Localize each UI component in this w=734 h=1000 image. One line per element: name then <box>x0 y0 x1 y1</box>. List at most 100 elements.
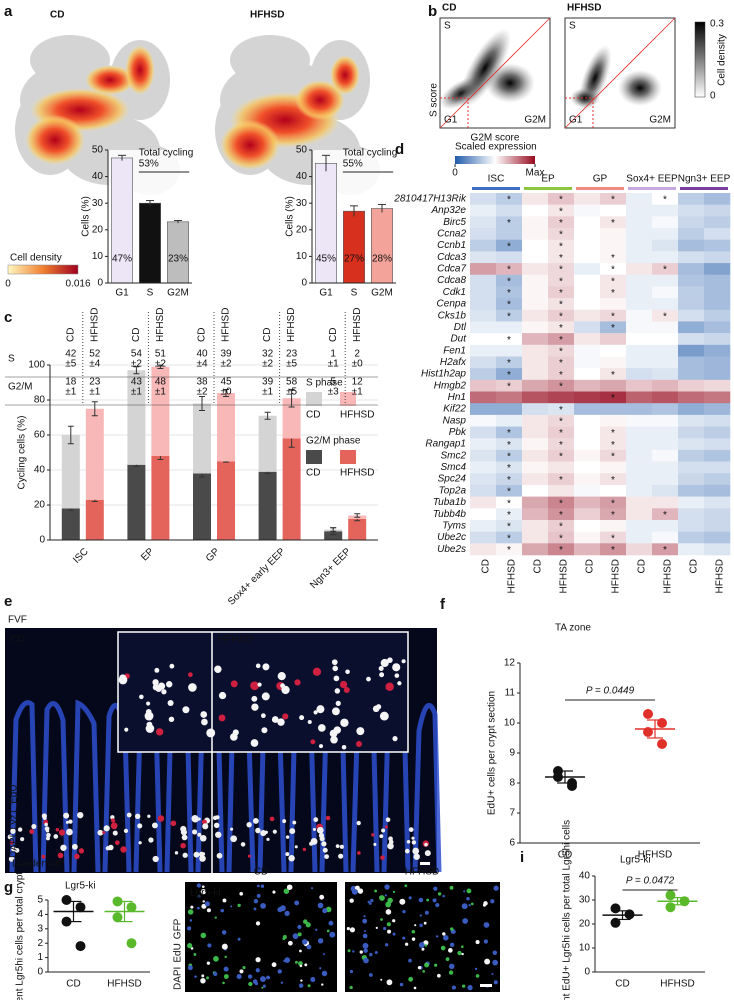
cell <box>374 889 378 893</box>
y-tick-label: 10 <box>579 943 591 954</box>
heat-cell <box>470 414 497 427</box>
cell <box>380 978 383 981</box>
cell <box>310 977 316 983</box>
column-label: HFHSD <box>507 559 518 593</box>
heat-cell <box>574 333 601 346</box>
cell <box>222 898 227 903</box>
cell <box>292 933 299 940</box>
cell <box>307 984 311 988</box>
cell <box>284 910 290 917</box>
row-label: Cdk1 <box>443 287 466 298</box>
corner-label: G1 <box>444 115 458 126</box>
cell <box>190 905 194 909</box>
cell <box>157 682 166 690</box>
cell <box>387 897 393 904</box>
y-tick-label: 1 <box>37 952 43 963</box>
star: * <box>559 241 563 252</box>
p-value: P = 0.0472 <box>626 876 675 887</box>
cell <box>379 672 385 678</box>
heat-cell <box>600 414 627 427</box>
heat-cell <box>522 391 549 404</box>
cell <box>187 965 193 971</box>
heat-cell <box>704 461 731 474</box>
heat-cell <box>496 216 523 229</box>
cell <box>383 926 387 931</box>
heat-cell <box>522 414 549 427</box>
star: * <box>507 241 511 252</box>
point <box>112 912 123 923</box>
heat-cell <box>626 204 653 217</box>
cell <box>380 918 383 921</box>
cell <box>145 724 155 733</box>
cell <box>216 832 222 838</box>
bar-segment <box>85 408 104 500</box>
heat-cell <box>522 204 549 217</box>
star: * <box>559 218 563 229</box>
heat-cell <box>548 263 575 276</box>
heat-cell <box>704 321 731 334</box>
heat-cell <box>626 274 653 287</box>
cell <box>433 886 438 891</box>
cell <box>289 828 296 835</box>
y-tick-label: 100 <box>28 360 45 371</box>
cell <box>332 665 339 672</box>
cell <box>325 906 332 913</box>
star: * <box>507 381 511 392</box>
star: * <box>611 428 615 439</box>
cell <box>134 813 141 820</box>
cell <box>212 815 218 821</box>
cell <box>442 894 445 898</box>
cell <box>206 728 216 738</box>
cell <box>240 842 246 847</box>
heat-cell <box>574 484 601 497</box>
star: * <box>507 475 511 486</box>
cell <box>379 711 389 721</box>
cell <box>152 855 159 863</box>
heat-cell <box>626 461 653 474</box>
cell <box>411 836 415 840</box>
star: * <box>559 206 563 217</box>
y-axis-label: Percent EdU+ Lgr5hi cells per total Lgr5… <box>562 820 573 1000</box>
cell <box>223 974 229 979</box>
table-cell: 12 <box>352 377 364 388</box>
star: * <box>559 276 563 287</box>
cell <box>180 842 186 849</box>
heat-cell <box>522 449 549 462</box>
table-column: CD <box>131 328 142 342</box>
heat-cell <box>548 484 575 497</box>
heat-cell <box>496 461 523 474</box>
table-cell: 48 <box>155 377 167 388</box>
density-blob <box>459 28 511 108</box>
cell <box>297 924 302 930</box>
cell <box>423 921 427 925</box>
heat-cell <box>574 193 601 205</box>
heat-cell <box>678 286 705 299</box>
heat-cell <box>626 426 653 439</box>
cell <box>282 934 287 940</box>
row-label: Hist1h2ap <box>421 369 466 380</box>
heat-cell <box>496 356 523 369</box>
heat-cell <box>652 216 679 229</box>
cell <box>112 830 118 836</box>
row-label: Anp32e <box>431 205 467 216</box>
heat-cell <box>704 496 731 509</box>
cell <box>294 960 298 964</box>
density-title: HFHSD <box>567 3 601 14</box>
heat-cell <box>496 484 523 497</box>
cell <box>213 822 220 829</box>
row-label: Cenpa <box>437 299 467 310</box>
star: * <box>611 253 615 264</box>
heat-cell <box>600 356 627 369</box>
cell <box>363 957 369 964</box>
table-cell: 23 <box>89 377 101 388</box>
heat-cell <box>574 204 601 217</box>
cell <box>197 832 202 837</box>
heat-cell <box>626 298 653 311</box>
x-tick-label: GP <box>204 546 222 564</box>
cell <box>277 969 282 974</box>
row-label: Cdca3 <box>437 252 466 263</box>
cell <box>339 844 344 849</box>
cell <box>313 710 318 715</box>
cell <box>253 907 257 911</box>
panel-letter: d <box>395 141 404 158</box>
